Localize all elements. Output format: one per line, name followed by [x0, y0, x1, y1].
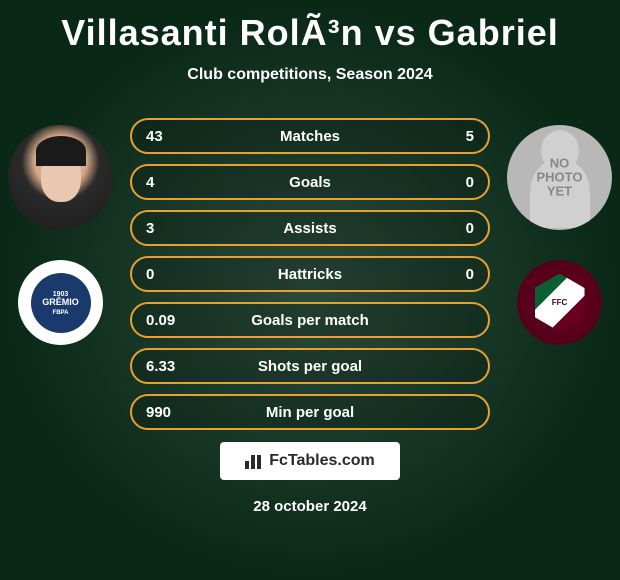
stat-left-value: 3	[146, 220, 154, 237]
club-badge-right: FFC	[517, 260, 602, 345]
fctables-logo: FcTables.com	[220, 442, 400, 480]
stats-table: 43 Matches 5 4 Goals 0 3 Assists 0 0 Hat…	[130, 118, 490, 440]
stat-label: Hattricks	[132, 266, 488, 283]
chart-icon	[245, 453, 265, 469]
stat-left-value: 4	[146, 174, 154, 191]
stat-row-goals: 4 Goals 0	[130, 164, 490, 200]
club-left-name: 1903 GRÊMIO FBPA	[42, 289, 79, 316]
stat-label: Min per goal	[132, 404, 488, 421]
stat-left-value: 43	[146, 128, 163, 145]
stat-label: Shots per goal	[132, 358, 488, 375]
stat-right-value: 5	[466, 128, 474, 145]
stat-left-value: 0	[146, 266, 154, 283]
stat-row-min-per-goal: 990 Min per goal	[130, 394, 490, 430]
player-left-avatar	[8, 125, 113, 230]
club-badge-left: 1903 GRÊMIO FBPA	[18, 260, 103, 345]
stat-row-assists: 3 Assists 0	[130, 210, 490, 246]
page-title: Villasanti RolÃ³n vs Gabriel	[0, 0, 620, 54]
stat-row-goals-per-match: 0.09 Goals per match	[130, 302, 490, 338]
stat-right-value: 0	[466, 220, 474, 237]
stat-row-matches: 43 Matches 5	[130, 118, 490, 154]
date-label: 28 october 2024	[253, 498, 366, 515]
stat-left-value: 0.09	[146, 312, 175, 329]
stat-label: Matches	[132, 128, 488, 145]
stat-right-value: 0	[466, 266, 474, 283]
stat-row-hattricks: 0 Hattricks 0	[130, 256, 490, 292]
logo-text: FcTables.com	[269, 452, 375, 470]
club-right-name: FFC	[552, 298, 568, 307]
stat-label: Goals	[132, 174, 488, 191]
stat-label: Assists	[132, 220, 488, 237]
subtitle: Club competitions, Season 2024	[0, 66, 620, 84]
stat-right-value: 0	[466, 174, 474, 191]
stat-row-shots-per-goal: 6.33 Shots per goal	[130, 348, 490, 384]
placeholder-text: NOPHOTOYET	[537, 156, 583, 199]
stat-left-value: 990	[146, 404, 171, 421]
stat-label: Goals per match	[132, 312, 488, 329]
stat-left-value: 6.33	[146, 358, 175, 375]
player-right-avatar: NOPHOTOYET	[507, 125, 612, 230]
